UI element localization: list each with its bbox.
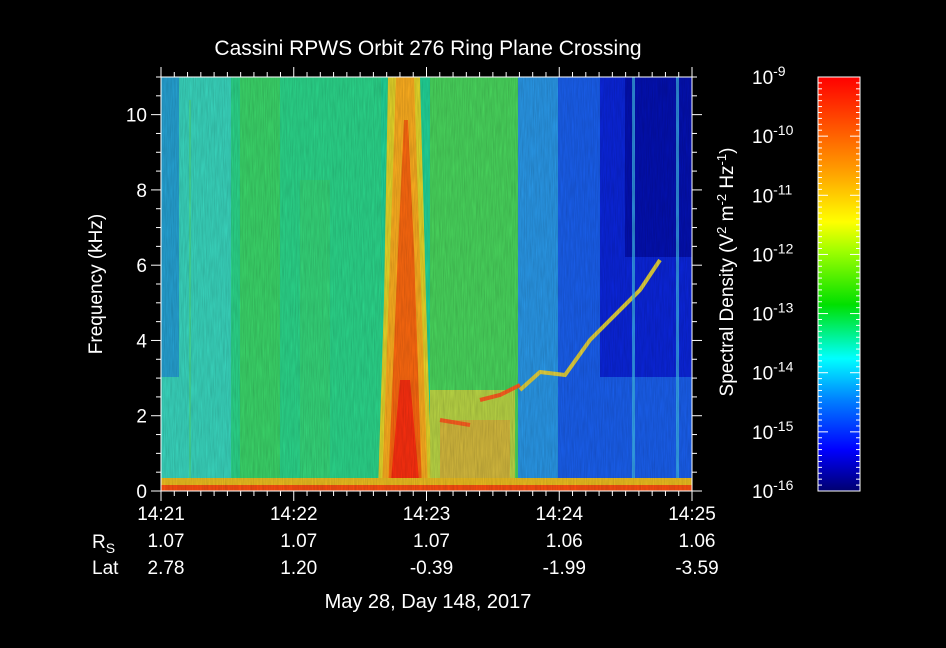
colorbar: 10-9 10-10 10-11 10-12 10-13 10-14 10-15 10-16 bbox=[752, 63, 861, 503]
y-tick-label: 2 bbox=[136, 407, 147, 428]
colorbar-tick-label: 10-9 bbox=[752, 63, 786, 89]
x-tick-label: 14:21 bbox=[137, 504, 185, 525]
y-tick-label: 0 bbox=[136, 482, 147, 503]
y-tick-label: 8 bbox=[136, 181, 147, 202]
rs-value: 1.07 bbox=[280, 531, 317, 552]
y-axis-label: Frequency (kHz) bbox=[86, 214, 107, 354]
rs-value: 1.06 bbox=[546, 531, 583, 552]
y-tick-label: 4 bbox=[136, 331, 147, 352]
x-tick-label: 14:23 bbox=[403, 504, 451, 525]
x-tick-label: 14:22 bbox=[270, 504, 318, 525]
colorbar-tick-label: 10-14 bbox=[752, 359, 794, 385]
colorbar-tick-label: 10-11 bbox=[752, 181, 793, 207]
colorbar-label: Spectral Density (V2 m-2 Hz-1) bbox=[714, 148, 738, 397]
spectrogram-plot-area bbox=[161, 77, 692, 491]
x-axis: 14:21 1.07 2.78 14:22 1.07 1.20 14:23 1.07 -0.39… bbox=[137, 67, 719, 579]
rs-value: 1.07 bbox=[413, 531, 450, 552]
colorbar-tick-label: 10-15 bbox=[752, 418, 794, 444]
x-tick-label: 14:24 bbox=[535, 504, 583, 525]
x-axis-label: May 28, Day 148, 2017 bbox=[325, 591, 532, 613]
y-tick-label: 10 bbox=[126, 106, 147, 127]
lat-value: -3.59 bbox=[675, 558, 718, 579]
y-tick-label: 6 bbox=[136, 256, 147, 277]
lat-value: 1.20 bbox=[280, 558, 317, 579]
colorbar-tick-label: 10-13 bbox=[752, 300, 794, 326]
rs-row-label: RS bbox=[92, 532, 115, 556]
y-axis: 0 2 4 6 8 10 bbox=[126, 76, 702, 503]
lat-value: 2.78 bbox=[148, 558, 185, 579]
colorbar-tick-label: 10-16 bbox=[752, 477, 794, 503]
colorbar-tick-label: 10-12 bbox=[752, 240, 794, 266]
lat-value: -1.99 bbox=[543, 558, 586, 579]
rs-value: 1.06 bbox=[679, 531, 716, 552]
lat-row-label: Lat bbox=[92, 558, 119, 579]
rs-value: 1.07 bbox=[148, 531, 185, 552]
x-tick-label: 14:25 bbox=[668, 504, 716, 525]
colorbar-tick-label: 10-10 bbox=[752, 122, 794, 148]
chart-title: Cassini RPWS Orbit 276 Ring Plane Crossi… bbox=[214, 37, 641, 60]
colorbar-gradient bbox=[818, 77, 860, 491]
lat-value: -0.39 bbox=[410, 558, 453, 579]
